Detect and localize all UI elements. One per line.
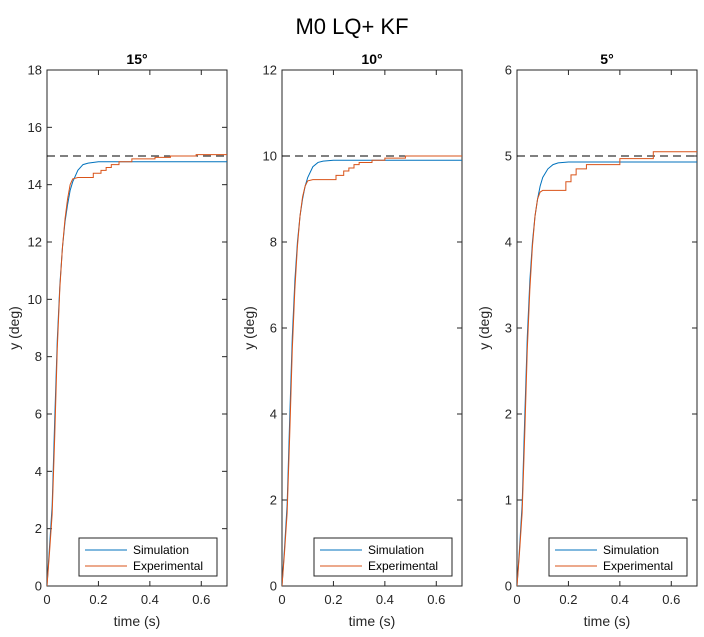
y-tick-label: 5 xyxy=(505,149,512,164)
legend-experimental-label: Experimental xyxy=(368,559,438,573)
x-axis-label: time (s) xyxy=(114,613,161,629)
legend-simulation-label: Simulation xyxy=(368,543,424,557)
x-tick-label: 0.2 xyxy=(89,592,107,607)
y-tick-label: 0 xyxy=(270,579,277,594)
y-tick-label: 8 xyxy=(35,349,42,364)
figure-title: M0 LQ+ KF xyxy=(295,14,408,39)
subplot-1: 15° 0 0.2 0.4 0.6 0 2 4 6 8 10 12 14 16 18 time (s) y (d… xyxy=(6,51,228,629)
experimental-series-line xyxy=(282,155,462,586)
legend: Simulation Experimental xyxy=(313,537,453,577)
x-tick-label: 0 xyxy=(43,592,50,607)
experimental-series-line xyxy=(517,151,697,586)
y-tick-label: 8 xyxy=(270,235,277,250)
axes-box xyxy=(516,69,698,587)
y-axis-label: y (deg) xyxy=(241,306,257,350)
x-axis-label: time (s) xyxy=(584,613,631,629)
subplot-2: 10° 0 0.2 0.4 0.6 0 2 4 6 8 10 12 time (s) y (deg) Sim… xyxy=(241,51,463,629)
y-tick-label: 18 xyxy=(28,63,42,78)
x-tick-label: 0 xyxy=(513,592,520,607)
x-tick-label: 0.6 xyxy=(427,592,445,607)
legend-simulation-label: Simulation xyxy=(603,543,659,557)
legend-box xyxy=(548,537,688,577)
y-tick-label: 0 xyxy=(505,579,512,594)
axes-box xyxy=(46,69,228,587)
legend: Simulation Experimental xyxy=(78,537,218,577)
y-tick-label: 6 xyxy=(270,321,277,336)
subplot-3: 5° 0 0.2 0.4 0.6 0 1 2 3 4 5 6 time (s) y (deg) Simula… xyxy=(476,51,698,629)
x-tick-label: 0.6 xyxy=(192,592,210,607)
y-tick-label: 10 xyxy=(28,292,42,307)
x-tick-label: 0.4 xyxy=(141,592,159,607)
subplot-title: 15° xyxy=(126,51,147,67)
y-tick-label: 3 xyxy=(505,321,512,336)
legend-experimental-label: Experimental xyxy=(603,559,673,573)
x-tick-label: 0.2 xyxy=(559,592,577,607)
y-tick-label: 12 xyxy=(263,63,277,78)
legend-box xyxy=(78,537,218,577)
subplot-title: 10° xyxy=(361,51,382,67)
y-tick-label: 2 xyxy=(270,493,277,508)
x-tick-label: 0 xyxy=(278,592,285,607)
y-tick-label: 4 xyxy=(35,464,42,479)
x-tick-label: 0.4 xyxy=(611,592,629,607)
y-tick-label: 6 xyxy=(35,407,42,422)
y-tick-label: 2 xyxy=(35,521,42,536)
y-tick-label: 14 xyxy=(28,177,42,192)
y-axis-label: y (deg) xyxy=(6,306,22,350)
x-axis-label: time (s) xyxy=(349,613,396,629)
y-tick-label: 16 xyxy=(28,120,42,135)
x-tick-label: 0.6 xyxy=(662,592,680,607)
x-tick-label: 0.4 xyxy=(376,592,394,607)
y-tick-label: 2 xyxy=(505,407,512,422)
y-tick-label: 0 xyxy=(35,579,42,594)
axes-box xyxy=(281,69,463,587)
y-axis-label: y (deg) xyxy=(476,306,492,350)
legend-simulation-label: Simulation xyxy=(133,543,189,557)
legend-box xyxy=(313,537,453,577)
x-tick-label: 0.2 xyxy=(324,592,342,607)
experimental-series-line xyxy=(47,154,227,586)
legend: Simulation Experimental xyxy=(548,537,688,577)
y-tick-label: 4 xyxy=(270,407,277,422)
y-tick-label: 1 xyxy=(505,493,512,508)
y-tick-label: 6 xyxy=(505,63,512,78)
legend-experimental-label: Experimental xyxy=(133,559,203,573)
y-tick-label: 12 xyxy=(28,235,42,250)
subplot-title: 5° xyxy=(600,51,613,67)
y-tick-label: 10 xyxy=(263,149,277,164)
y-tick-label: 4 xyxy=(505,235,512,250)
